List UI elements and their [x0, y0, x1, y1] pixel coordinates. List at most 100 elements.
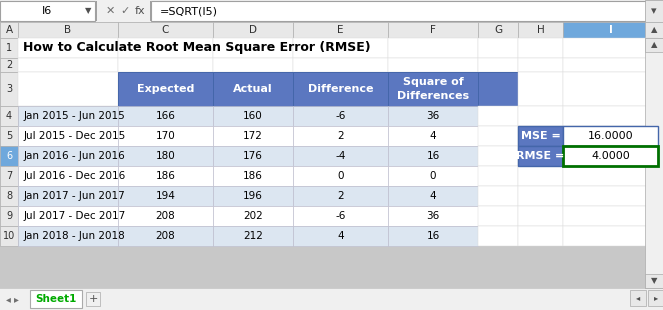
Text: 2: 2: [337, 131, 344, 141]
Bar: [18, 72, 118, 106]
Bar: [293, 166, 388, 186]
Bar: [478, 226, 518, 246]
Text: MSE =: MSE =: [520, 131, 560, 141]
Text: Jul 2017 - Dec 2017: Jul 2017 - Dec 2017: [24, 211, 126, 221]
Text: Differences: Differences: [397, 91, 469, 101]
Bar: [118, 166, 213, 186]
Bar: [0, 126, 18, 146]
Bar: [293, 106, 388, 126]
Bar: [293, 22, 388, 38]
Bar: [518, 22, 563, 38]
Text: 186: 186: [243, 171, 263, 181]
Text: -4: -4: [335, 151, 345, 161]
Bar: [388, 206, 478, 226]
Text: Sheet1: Sheet1: [35, 294, 77, 304]
Text: ✓: ✓: [120, 6, 130, 16]
Bar: [0, 22, 18, 38]
Bar: [0, 146, 18, 166]
Text: 180: 180: [156, 151, 176, 161]
Bar: [118, 126, 213, 146]
Text: 2: 2: [6, 60, 12, 70]
Text: 4: 4: [430, 131, 436, 141]
Text: Jan 2017 - Jun 2017: Jan 2017 - Jun 2017: [24, 191, 126, 201]
Text: I6: I6: [42, 6, 52, 16]
Text: 8: 8: [6, 191, 12, 201]
Bar: [563, 206, 658, 226]
Bar: [478, 106, 518, 126]
Bar: [293, 58, 388, 72]
Text: Jan 2015 - Jun 2015: Jan 2015 - Jun 2015: [24, 111, 126, 121]
Text: 170: 170: [156, 131, 176, 141]
Text: ▲: ▲: [651, 41, 657, 50]
Bar: [18, 206, 118, 226]
Bar: [388, 166, 478, 186]
Text: ◂: ◂: [636, 294, 640, 303]
Bar: [563, 186, 658, 206]
Bar: [0, 288, 663, 310]
Bar: [118, 58, 213, 72]
Bar: [563, 22, 658, 38]
Text: 0: 0: [337, 171, 343, 181]
Bar: [213, 22, 293, 38]
Bar: [213, 186, 293, 206]
Text: A: A: [5, 25, 13, 35]
Text: C: C: [162, 25, 169, 35]
Bar: [18, 166, 118, 186]
Bar: [18, 106, 118, 126]
Text: 6: 6: [6, 151, 12, 161]
Bar: [293, 38, 388, 58]
Bar: [293, 126, 388, 146]
Bar: [0, 38, 18, 58]
Bar: [293, 146, 388, 166]
Text: RMSE =: RMSE =: [516, 151, 565, 161]
Bar: [478, 166, 518, 186]
Text: F: F: [430, 25, 436, 35]
Text: Actual: Actual: [233, 84, 272, 94]
Bar: [0, 206, 18, 226]
Text: Jan 2018 - Jun 2018: Jan 2018 - Jun 2018: [24, 231, 126, 241]
Bar: [86, 292, 100, 306]
Bar: [518, 38, 563, 58]
Bar: [388, 126, 478, 146]
Bar: [213, 72, 293, 106]
Text: Difference: Difference: [308, 84, 373, 94]
Text: ▲: ▲: [651, 25, 657, 34]
Bar: [18, 58, 118, 72]
Bar: [388, 58, 478, 72]
Bar: [645, 22, 663, 38]
Text: 194: 194: [156, 191, 176, 201]
Bar: [563, 106, 658, 126]
Bar: [645, 0, 663, 22]
Text: 208: 208: [156, 211, 176, 221]
Bar: [518, 186, 563, 206]
Bar: [388, 186, 478, 206]
Text: Jan 2016 - Jun 2016: Jan 2016 - Jun 2016: [24, 151, 126, 161]
Bar: [96, 1, 97, 21]
Bar: [648, 290, 663, 306]
Bar: [0, 106, 18, 126]
Bar: [518, 226, 563, 246]
Text: Period: Period: [48, 84, 88, 94]
Text: 3: 3: [6, 84, 12, 94]
Bar: [563, 58, 658, 72]
Bar: [478, 146, 518, 166]
Text: 4: 4: [430, 191, 436, 201]
Bar: [478, 206, 518, 226]
Bar: [563, 72, 658, 106]
Text: 1: 1: [6, 43, 12, 53]
Bar: [118, 146, 213, 166]
Text: 0: 0: [430, 171, 436, 181]
Bar: [0, 226, 18, 246]
Text: 16: 16: [426, 231, 440, 241]
Bar: [645, 274, 663, 288]
Bar: [518, 72, 563, 106]
Text: 196: 196: [243, 191, 263, 201]
Bar: [118, 38, 213, 58]
Bar: [388, 146, 478, 166]
Bar: [2, 292, 14, 306]
Bar: [213, 38, 293, 58]
Bar: [478, 126, 518, 146]
Bar: [563, 146, 658, 166]
Text: 4: 4: [337, 231, 344, 241]
Text: fx: fx: [135, 6, 145, 16]
